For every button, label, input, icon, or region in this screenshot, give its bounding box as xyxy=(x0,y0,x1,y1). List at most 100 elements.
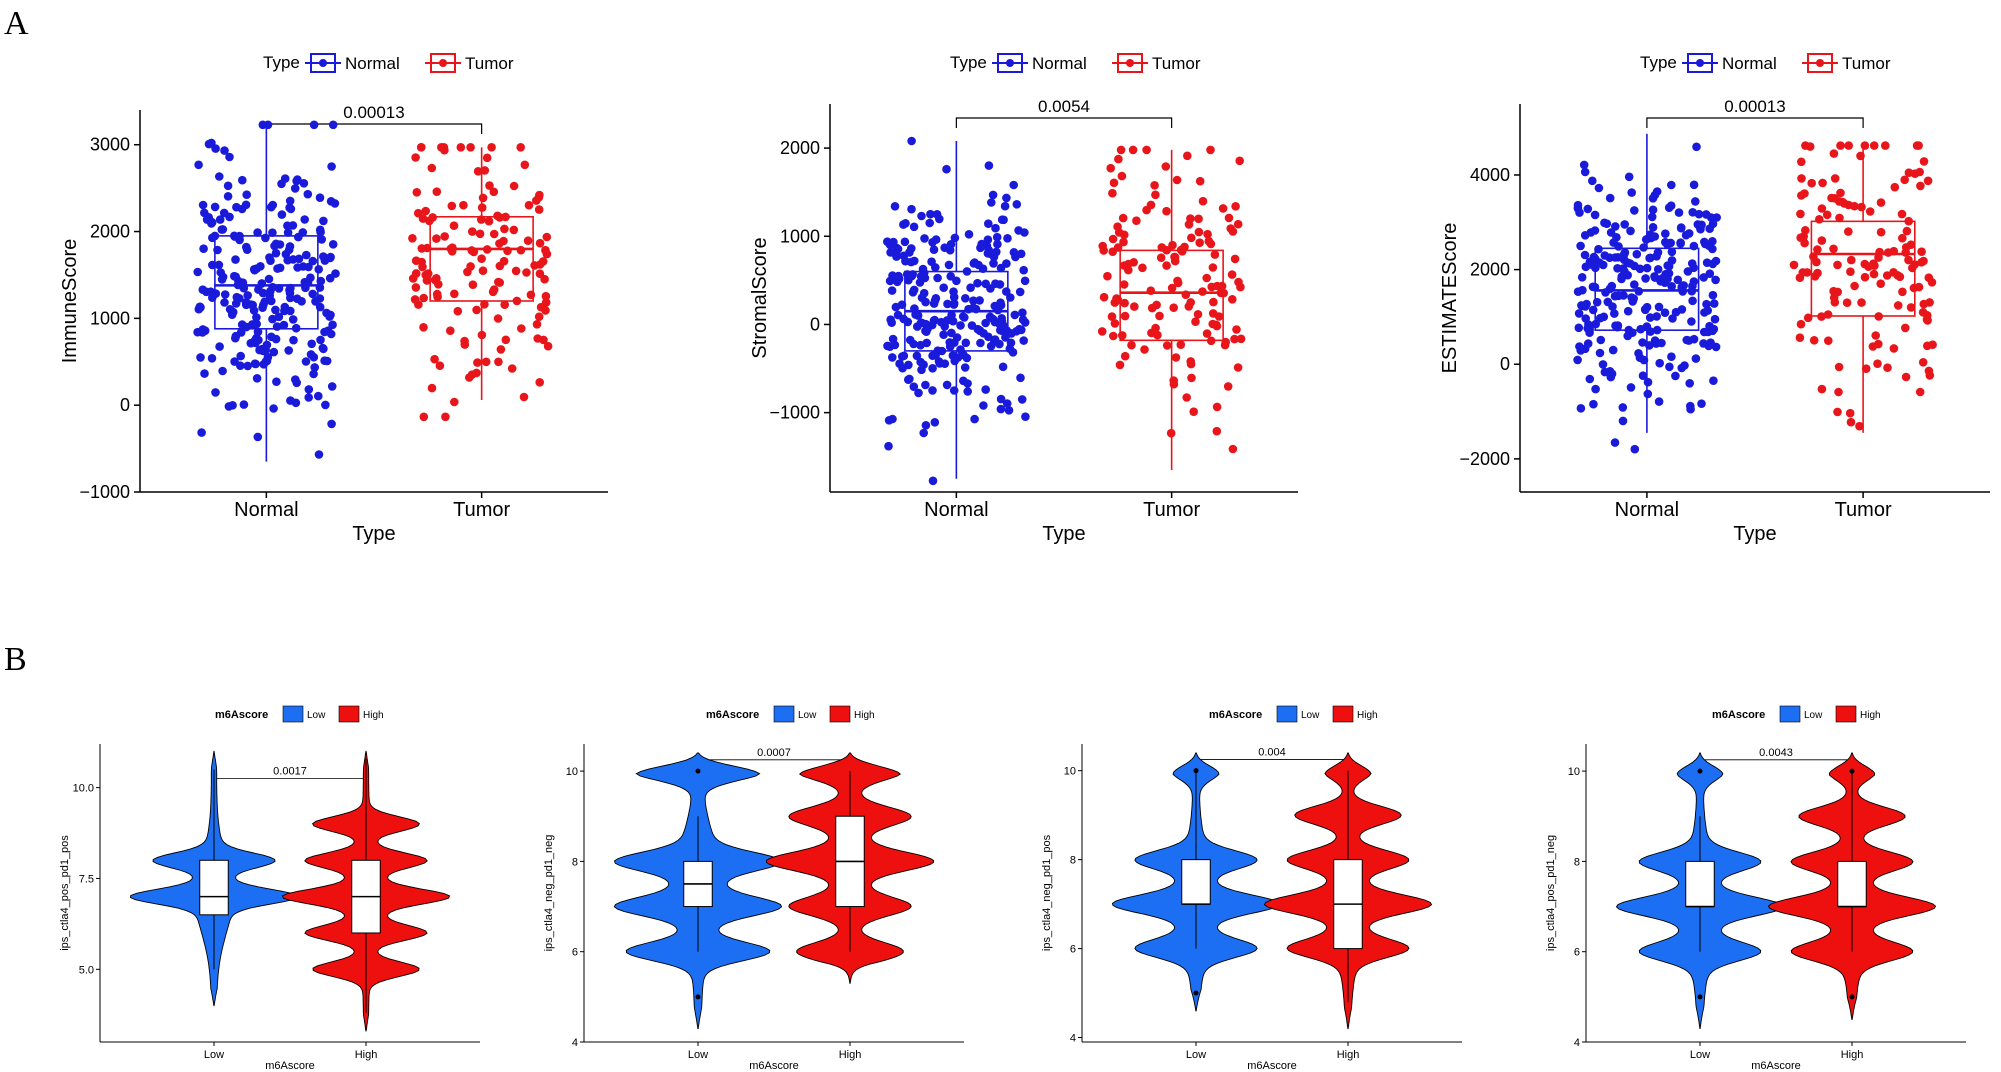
data-point xyxy=(1922,315,1932,324)
box-normal xyxy=(1573,133,1721,454)
data-point xyxy=(435,361,445,371)
x-tick-label: High xyxy=(839,1049,862,1061)
data-point xyxy=(956,321,965,330)
data-point xyxy=(915,278,925,287)
data-point xyxy=(1668,314,1677,323)
data-point xyxy=(326,197,336,206)
data-point xyxy=(888,353,897,362)
data-point xyxy=(220,298,229,307)
data-point xyxy=(1162,341,1172,350)
data-point xyxy=(1645,313,1655,322)
data-point xyxy=(299,179,309,188)
data-point xyxy=(888,414,897,424)
legend-title: m6Ascore xyxy=(1712,709,1765,721)
data-point xyxy=(225,152,234,162)
legend-key-high: High xyxy=(1835,705,1881,723)
data-point xyxy=(1803,313,1813,323)
data-point xyxy=(1688,296,1697,306)
data-point xyxy=(285,196,295,206)
data-point xyxy=(1230,334,1239,344)
data-point xyxy=(948,316,958,326)
data-point xyxy=(945,245,955,255)
data-point xyxy=(325,253,335,263)
data-point xyxy=(1634,349,1643,358)
data-point xyxy=(952,276,961,286)
data-point xyxy=(907,136,916,146)
data-point xyxy=(1019,336,1028,345)
data-point xyxy=(1130,302,1139,311)
data-point xyxy=(914,388,923,398)
data-point xyxy=(1109,178,1119,188)
data-point xyxy=(1626,226,1635,236)
data-point xyxy=(238,175,247,185)
data-point xyxy=(1580,250,1590,260)
legend-label-normal: Normal xyxy=(1722,54,1777,73)
data-point xyxy=(1140,345,1149,354)
data-point xyxy=(947,328,956,338)
data-point xyxy=(1673,275,1683,285)
data-point xyxy=(500,224,509,234)
legend: m6Ascore Low High xyxy=(215,705,384,723)
data-point xyxy=(1919,157,1929,166)
data-point xyxy=(1627,188,1636,197)
data-point xyxy=(939,283,948,293)
data-point xyxy=(1618,403,1628,412)
data-point xyxy=(1830,298,1840,307)
legend-key-swatch xyxy=(1779,705,1801,723)
data-point xyxy=(418,214,428,223)
data-point xyxy=(535,238,545,248)
data-point xyxy=(207,218,217,227)
data-point xyxy=(1110,319,1120,328)
data-point xyxy=(1869,269,1879,279)
data-point xyxy=(1012,327,1021,336)
data-point xyxy=(1002,193,1011,203)
data-point xyxy=(928,364,937,373)
data-point xyxy=(1004,406,1014,415)
data-point xyxy=(963,387,972,396)
data-point xyxy=(418,262,427,272)
data-point xyxy=(991,223,1000,233)
data-point xyxy=(1176,340,1186,350)
y-tick-label: 10 xyxy=(1064,766,1076,778)
data-point xyxy=(950,356,959,366)
data-point xyxy=(1592,297,1602,307)
box-tumor xyxy=(1789,141,1937,433)
data-point xyxy=(1167,283,1177,293)
data-point xyxy=(1711,256,1721,266)
data-point xyxy=(1692,142,1701,152)
data-point xyxy=(1695,222,1705,232)
legend-key-swatch xyxy=(282,705,304,723)
data-point xyxy=(411,153,420,162)
data-point xyxy=(231,272,240,282)
data-point xyxy=(905,374,914,384)
data-point xyxy=(325,312,334,321)
legend-key-high: High xyxy=(1332,705,1378,723)
data-point xyxy=(1117,171,1127,181)
data-point xyxy=(1798,268,1808,277)
data-point xyxy=(1904,255,1913,265)
y-tick-label: 8 xyxy=(1574,856,1580,868)
data-point xyxy=(1836,188,1845,198)
outlier-point xyxy=(1697,994,1703,1000)
data-point xyxy=(1195,176,1205,186)
legend-key-swatch xyxy=(829,705,851,723)
data-point xyxy=(539,335,548,345)
data-point xyxy=(930,315,939,325)
data-point xyxy=(225,305,235,314)
data-point xyxy=(1151,323,1160,333)
legend-key-swatch xyxy=(338,705,360,723)
data-point xyxy=(1676,223,1686,232)
data-point xyxy=(319,216,328,226)
data-point xyxy=(1897,209,1907,219)
data-point xyxy=(265,291,275,300)
data-point xyxy=(463,267,472,277)
data-point xyxy=(217,275,227,284)
legend-key-dot xyxy=(1816,59,1824,67)
data-point xyxy=(542,232,552,242)
legend: m6Ascore Low High xyxy=(1209,705,1378,723)
data-point xyxy=(1212,402,1222,412)
data-point xyxy=(291,398,301,408)
data-point xyxy=(1638,338,1647,347)
data-point xyxy=(921,421,931,430)
y-tick-label: 2000 xyxy=(1470,260,1510,280)
